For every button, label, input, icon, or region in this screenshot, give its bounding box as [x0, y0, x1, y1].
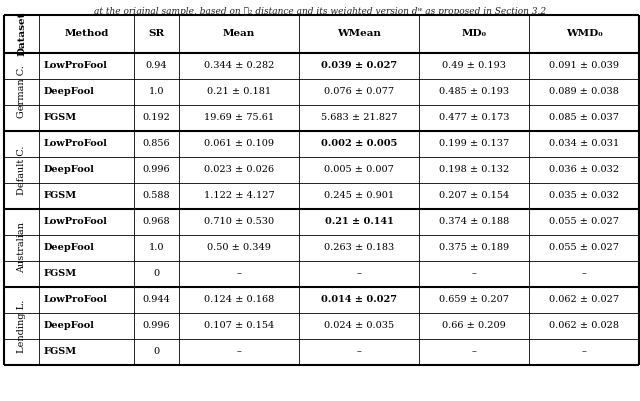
Text: Lending L.: Lending L.: [17, 299, 26, 353]
Text: Default C.: Default C.: [17, 145, 26, 195]
Text: 0.477 ± 0.173: 0.477 ± 0.173: [439, 113, 509, 122]
Text: 0.263 ± 0.183: 0.263 ± 0.183: [324, 243, 394, 253]
Text: 0.002 ± 0.005: 0.002 ± 0.005: [321, 140, 397, 148]
Text: LowProFool: LowProFool: [44, 217, 108, 227]
Text: 1.122 ± 4.127: 1.122 ± 4.127: [204, 192, 275, 200]
Text: LowProFool: LowProFool: [44, 296, 108, 304]
Text: 0.014 ± 0.027: 0.014 ± 0.027: [321, 296, 397, 304]
Text: LowProFool: LowProFool: [44, 140, 108, 148]
Text: 1.0: 1.0: [148, 243, 164, 253]
Text: 0.659 ± 0.207: 0.659 ± 0.207: [439, 296, 509, 304]
Text: –: –: [472, 348, 476, 356]
Text: Australian: Australian: [17, 223, 26, 273]
Text: 0.085 ± 0.037: 0.085 ± 0.037: [549, 113, 619, 122]
Text: 0: 0: [154, 269, 159, 279]
Text: 0.21 ± 0.181: 0.21 ± 0.181: [207, 87, 271, 97]
Text: 0.996: 0.996: [143, 166, 170, 174]
Text: DeepFool: DeepFool: [44, 87, 95, 97]
Text: LowProFool: LowProFool: [44, 61, 108, 71]
Text: FGSM: FGSM: [44, 192, 77, 200]
Text: 0.94: 0.94: [146, 61, 167, 71]
Text: –: –: [237, 348, 241, 356]
Text: –: –: [356, 348, 362, 356]
Text: 0.039 ± 0.027: 0.039 ± 0.027: [321, 61, 397, 71]
Text: 0.124 ± 0.168: 0.124 ± 0.168: [204, 296, 274, 304]
Text: 0.245 ± 0.901: 0.245 ± 0.901: [324, 192, 394, 200]
Text: 19.69 ± 75.61: 19.69 ± 75.61: [204, 113, 274, 122]
Text: 0: 0: [154, 348, 159, 356]
Text: 0.062 ± 0.028: 0.062 ± 0.028: [549, 322, 619, 330]
Text: 0.996: 0.996: [143, 322, 170, 330]
Text: MD₀: MD₀: [461, 30, 486, 38]
Text: DeepFool: DeepFool: [44, 166, 95, 174]
Text: 0.856: 0.856: [143, 140, 170, 148]
Text: FGSM: FGSM: [44, 348, 77, 356]
Text: 0.089 ± 0.038: 0.089 ± 0.038: [549, 87, 619, 97]
Text: WMD₀: WMD₀: [566, 30, 602, 38]
Text: 0.710 ± 0.530: 0.710 ± 0.530: [204, 217, 274, 227]
Text: 0.374 ± 0.188: 0.374 ± 0.188: [439, 217, 509, 227]
Text: 0.091 ± 0.039: 0.091 ± 0.039: [549, 61, 619, 71]
Text: 5.683 ± 21.827: 5.683 ± 21.827: [321, 113, 397, 122]
Text: 0.107 ± 0.154: 0.107 ± 0.154: [204, 322, 274, 330]
Text: –: –: [237, 269, 241, 279]
Text: 0.061 ± 0.109: 0.061 ± 0.109: [204, 140, 274, 148]
Text: –: –: [582, 269, 586, 279]
Text: 0.588: 0.588: [143, 192, 170, 200]
Text: FGSM: FGSM: [44, 269, 77, 279]
Text: –: –: [582, 348, 586, 356]
Text: 0.944: 0.944: [143, 296, 170, 304]
Text: WMean: WMean: [337, 30, 381, 38]
Text: 0.055 ± 0.027: 0.055 ± 0.027: [549, 217, 619, 227]
Text: 0.968: 0.968: [143, 217, 170, 227]
Text: SR: SR: [148, 30, 164, 38]
Text: Mean: Mean: [223, 30, 255, 38]
Text: 0.192: 0.192: [143, 113, 170, 122]
Text: DeepFool: DeepFool: [44, 243, 95, 253]
Text: –: –: [356, 269, 362, 279]
Text: Dataset: Dataset: [17, 12, 26, 56]
Text: DeepFool: DeepFool: [44, 322, 95, 330]
Text: 0.023 ± 0.026: 0.023 ± 0.026: [204, 166, 274, 174]
Text: 0.036 ± 0.032: 0.036 ± 0.032: [549, 166, 619, 174]
Text: 0.034 ± 0.031: 0.034 ± 0.031: [549, 140, 619, 148]
Text: 0.035 ± 0.032: 0.035 ± 0.032: [549, 192, 619, 200]
Text: 0.50 ± 0.349: 0.50 ± 0.349: [207, 243, 271, 253]
Text: 1.0: 1.0: [148, 87, 164, 97]
Text: 0.199 ± 0.137: 0.199 ± 0.137: [439, 140, 509, 148]
Text: 0.49 ± 0.193: 0.49 ± 0.193: [442, 61, 506, 71]
Text: 0.024 ± 0.035: 0.024 ± 0.035: [324, 322, 394, 330]
Text: –: –: [472, 269, 476, 279]
Text: 0.062 ± 0.027: 0.062 ± 0.027: [549, 296, 619, 304]
Text: 0.207 ± 0.154: 0.207 ± 0.154: [439, 192, 509, 200]
Text: 0.076 ± 0.077: 0.076 ± 0.077: [324, 87, 394, 97]
Text: 0.005 ± 0.007: 0.005 ± 0.007: [324, 166, 394, 174]
Text: 0.485 ± 0.193: 0.485 ± 0.193: [439, 87, 509, 97]
Text: 0.66 ± 0.209: 0.66 ± 0.209: [442, 322, 506, 330]
Text: 0.198 ± 0.132: 0.198 ± 0.132: [439, 166, 509, 174]
Text: 0.055 ± 0.027: 0.055 ± 0.027: [549, 243, 619, 253]
Text: 0.344 ± 0.282: 0.344 ± 0.282: [204, 61, 274, 71]
Text: at the original sample, based on ℓ₂ distance and its weighted version dʷ as prop: at the original sample, based on ℓ₂ dist…: [94, 7, 546, 16]
Text: 0.21 ± 0.141: 0.21 ± 0.141: [324, 217, 394, 227]
Text: 0.375 ± 0.189: 0.375 ± 0.189: [439, 243, 509, 253]
Text: German C.: German C.: [17, 65, 26, 118]
Text: Method: Method: [64, 30, 109, 38]
Text: FGSM: FGSM: [44, 113, 77, 122]
